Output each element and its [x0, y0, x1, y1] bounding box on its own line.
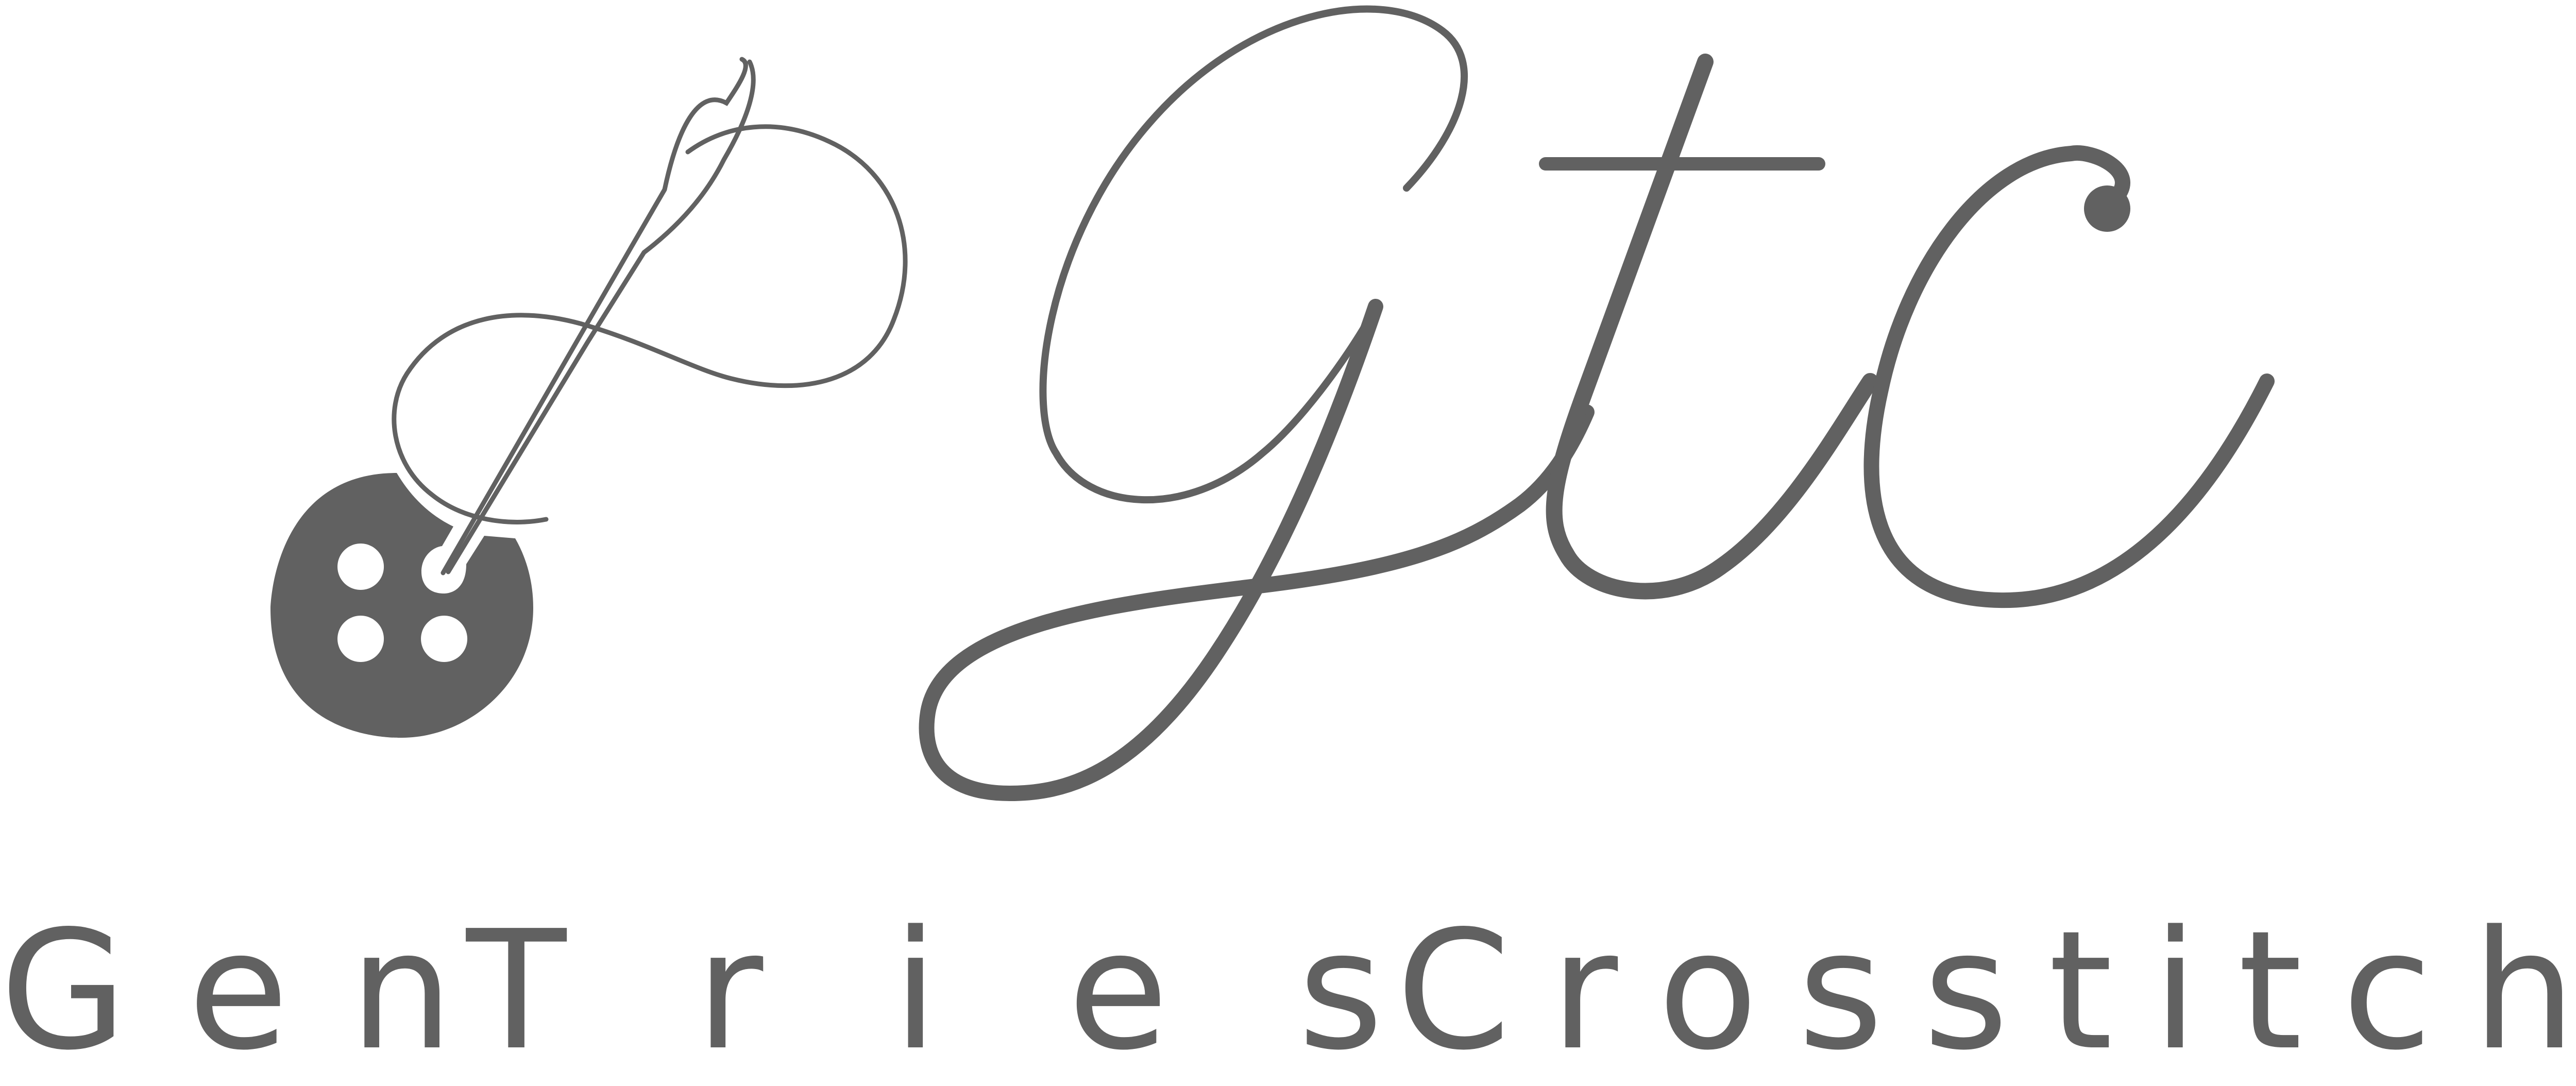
monogram-letter-c-dot [2084, 185, 2130, 232]
needle-shape [440, 57, 748, 575]
button-shape [270, 473, 533, 738]
monogram-letter-g [1039, 5, 1468, 504]
monogram-letter-g-stem [919, 299, 1595, 801]
monogram [919, 5, 2275, 801]
monogram-letter-c [1863, 145, 2275, 608]
needle-thread-button-icon [270, 57, 908, 738]
monogram-letter-t [1546, 54, 1878, 600]
thread-shape [392, 59, 908, 574]
